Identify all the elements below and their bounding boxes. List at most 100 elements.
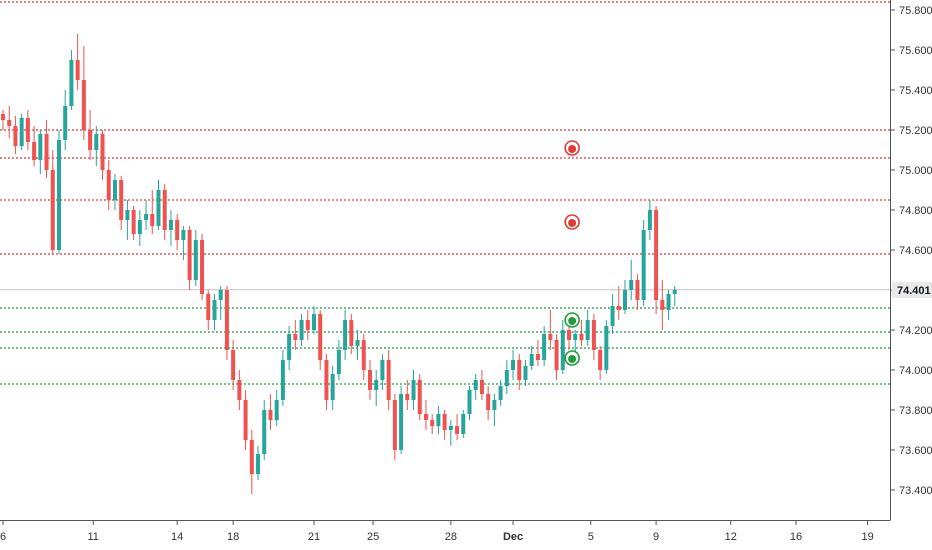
price-tick-label: 73.800 bbox=[899, 405, 932, 417]
candle-body bbox=[287, 334, 292, 360]
candle bbox=[299, 314, 304, 346]
candle bbox=[567, 326, 572, 350]
candle-body bbox=[224, 290, 229, 350]
candle bbox=[287, 326, 292, 370]
candle bbox=[529, 346, 534, 370]
candle-body bbox=[38, 134, 43, 160]
candle-body bbox=[349, 320, 354, 346]
candle bbox=[94, 126, 99, 166]
time-tick-label: 6 bbox=[0, 531, 6, 543]
candle bbox=[25, 110, 30, 150]
horizontal-levels[interactable] bbox=[0, 1, 890, 385]
candle bbox=[200, 234, 205, 300]
candle-body bbox=[106, 170, 111, 200]
candle-body bbox=[13, 126, 18, 146]
marker-dot bbox=[568, 219, 577, 227]
sell-marker[interactable] bbox=[564, 140, 580, 156]
candle bbox=[498, 380, 503, 406]
price-axis[interactable]: 73.40073.60073.80074.00074.20074.40074.6… bbox=[890, 0, 932, 520]
price-tick-label: 73.400 bbox=[899, 485, 932, 497]
candle-body bbox=[262, 410, 267, 454]
price-tick-label: 74.000 bbox=[899, 365, 932, 377]
candle bbox=[629, 260, 634, 300]
time-tick-label: 12 bbox=[725, 531, 737, 543]
candle bbox=[548, 310, 553, 350]
candle-body bbox=[616, 306, 621, 310]
candle-body bbox=[88, 130, 93, 150]
candle bbox=[343, 310, 348, 360]
candle bbox=[647, 200, 652, 240]
candle bbox=[181, 226, 186, 260]
candle-body bbox=[144, 214, 149, 220]
candle bbox=[392, 394, 397, 460]
candle bbox=[380, 354, 385, 390]
candle-body bbox=[610, 306, 615, 326]
candle bbox=[672, 286, 677, 306]
candle bbox=[19, 114, 24, 150]
candle-body bbox=[355, 340, 360, 346]
candle bbox=[175, 214, 180, 250]
time-tick-label: 16 bbox=[790, 531, 802, 543]
candle bbox=[38, 130, 43, 174]
candle-body bbox=[274, 400, 279, 420]
candle bbox=[318, 310, 323, 370]
candle bbox=[32, 126, 37, 166]
candle-body bbox=[318, 314, 323, 360]
candle-body bbox=[517, 360, 522, 380]
candle-body bbox=[137, 220, 142, 234]
candle bbox=[112, 174, 117, 210]
sell-marker[interactable] bbox=[564, 214, 580, 230]
price-tick-label: 75.400 bbox=[899, 85, 932, 97]
candle bbox=[162, 184, 167, 240]
candle-body bbox=[579, 334, 584, 340]
candle-body bbox=[666, 294, 671, 310]
candle bbox=[486, 386, 491, 420]
candle-body bbox=[312, 314, 316, 330]
candle-body bbox=[268, 410, 273, 420]
buy-marker[interactable] bbox=[564, 312, 580, 328]
time-axis[interactable]: 6 11 14 18 21 25 28 Dec 5 9 12 16 19 bbox=[0, 520, 891, 543]
candle-body bbox=[168, 220, 173, 230]
candle bbox=[63, 90, 68, 150]
candle bbox=[455, 414, 460, 440]
candle bbox=[616, 286, 621, 320]
candle bbox=[293, 320, 298, 350]
candle-body bbox=[44, 134, 49, 170]
candle bbox=[423, 400, 428, 430]
candle bbox=[517, 354, 522, 390]
candle-body bbox=[554, 340, 559, 370]
candle-body bbox=[548, 334, 553, 340]
candle-body bbox=[654, 210, 659, 300]
candle bbox=[13, 116, 18, 154]
candle bbox=[119, 176, 124, 230]
candle bbox=[411, 370, 416, 410]
candle bbox=[660, 280, 665, 330]
time-tick-label: 19 bbox=[861, 531, 873, 543]
candle bbox=[623, 280, 627, 314]
candle-body bbox=[660, 300, 665, 310]
candles bbox=[1, 34, 677, 494]
candle bbox=[473, 374, 478, 400]
candle bbox=[355, 330, 360, 360]
candle-body bbox=[336, 350, 341, 374]
trade-markers[interactable] bbox=[564, 140, 580, 366]
candle bbox=[399, 386, 404, 454]
candle-body bbox=[486, 394, 491, 410]
candle-body bbox=[125, 210, 130, 220]
candle bbox=[448, 420, 453, 446]
candle-body bbox=[523, 366, 528, 380]
buy-marker[interactable] bbox=[564, 350, 580, 366]
candle bbox=[374, 370, 379, 406]
candle-body bbox=[641, 230, 646, 300]
candle-body bbox=[386, 360, 391, 400]
time-tick-label: 18 bbox=[227, 531, 239, 543]
candle-body bbox=[299, 320, 304, 340]
price-tick-label: 75.200 bbox=[899, 125, 932, 137]
candle bbox=[237, 370, 242, 410]
candle-body bbox=[473, 380, 478, 390]
candle bbox=[523, 360, 528, 386]
candle bbox=[212, 294, 217, 330]
candle bbox=[224, 286, 229, 360]
candle-body bbox=[417, 380, 422, 414]
